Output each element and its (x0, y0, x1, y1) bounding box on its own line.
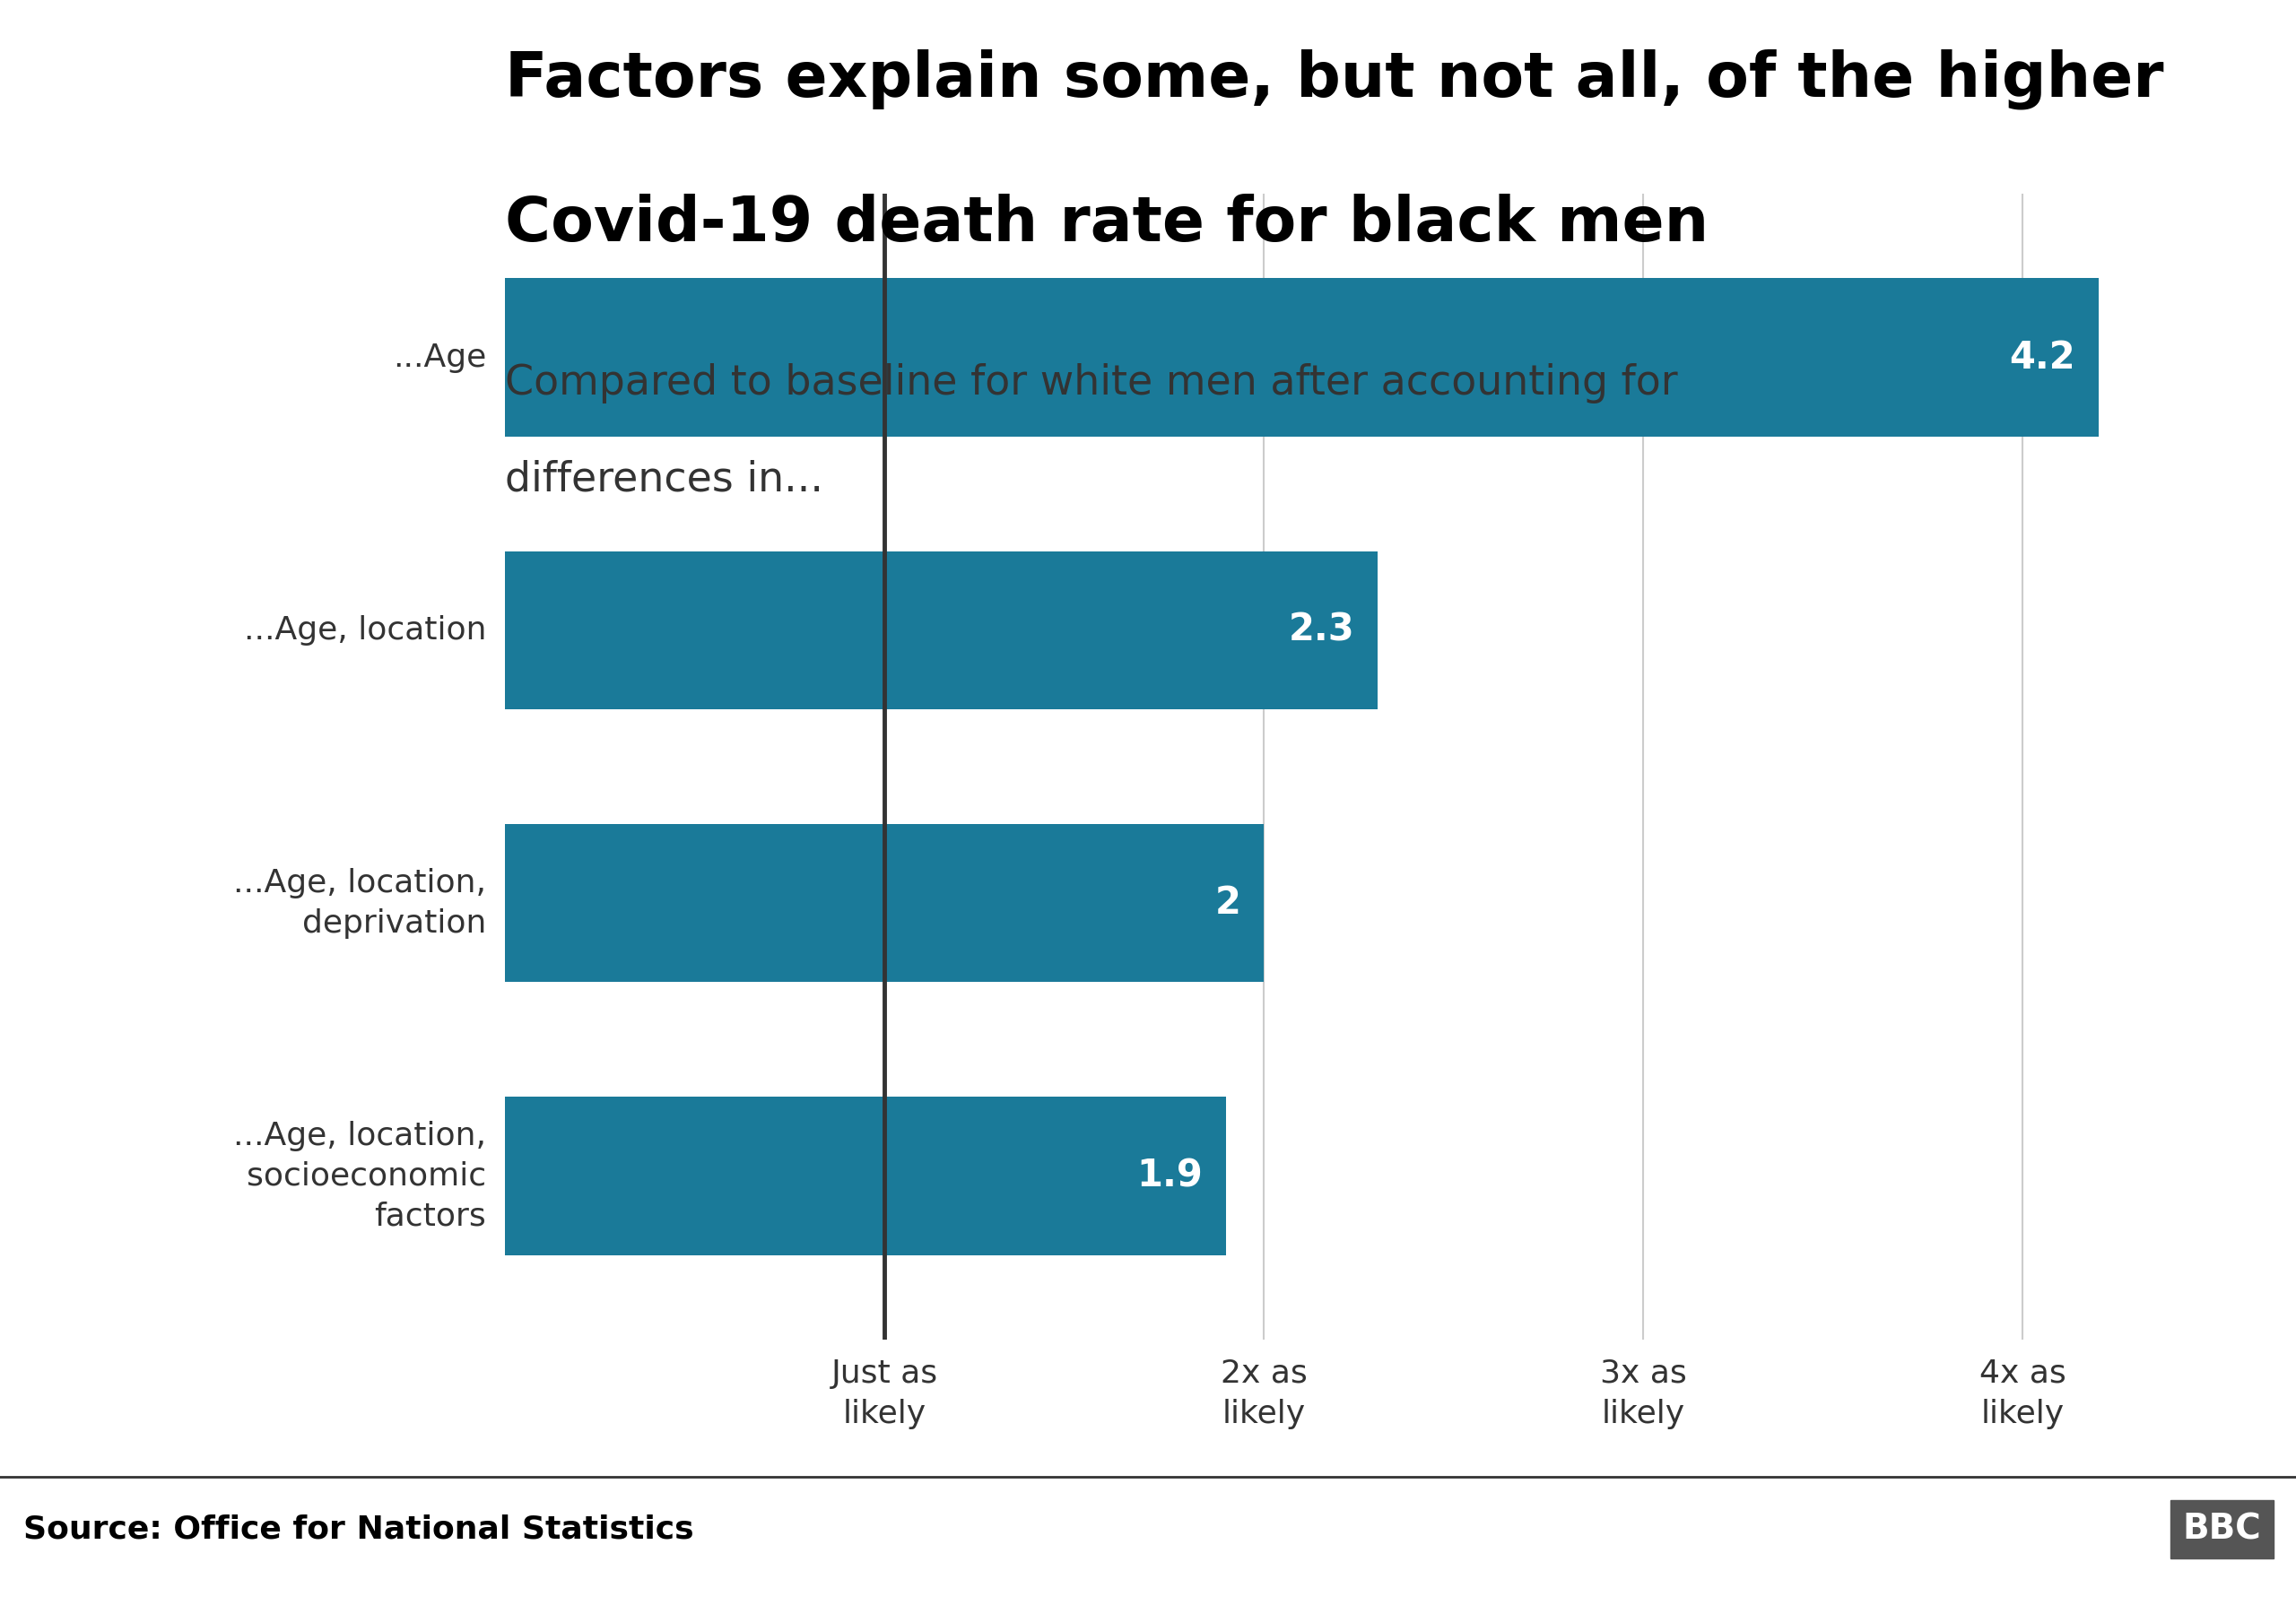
Bar (505, 550, 1378, 710)
Text: Compared to baseline for white men after accounting for: Compared to baseline for white men after… (505, 363, 1678, 404)
Text: BBC: BBC (2183, 1512, 2262, 1546)
Bar (505, 825, 1263, 983)
Bar (505, 1098, 1226, 1256)
Text: 1.9: 1.9 (1137, 1157, 1203, 1194)
Text: differences in...: differences in... (505, 460, 824, 500)
Text: 2: 2 (1215, 884, 1242, 922)
Text: Source: Office for National Statistics: Source: Office for National Statistics (23, 1514, 693, 1545)
Text: 4.2: 4.2 (2009, 339, 2076, 376)
Text: Factors explain some, but not all, of the higher: Factors explain some, but not all, of th… (505, 48, 2163, 110)
Text: Covid-19 death rate for black men: Covid-19 death rate for black men (505, 194, 1708, 253)
Text: 2.3: 2.3 (1288, 612, 1355, 649)
Bar (505, 278, 2099, 436)
